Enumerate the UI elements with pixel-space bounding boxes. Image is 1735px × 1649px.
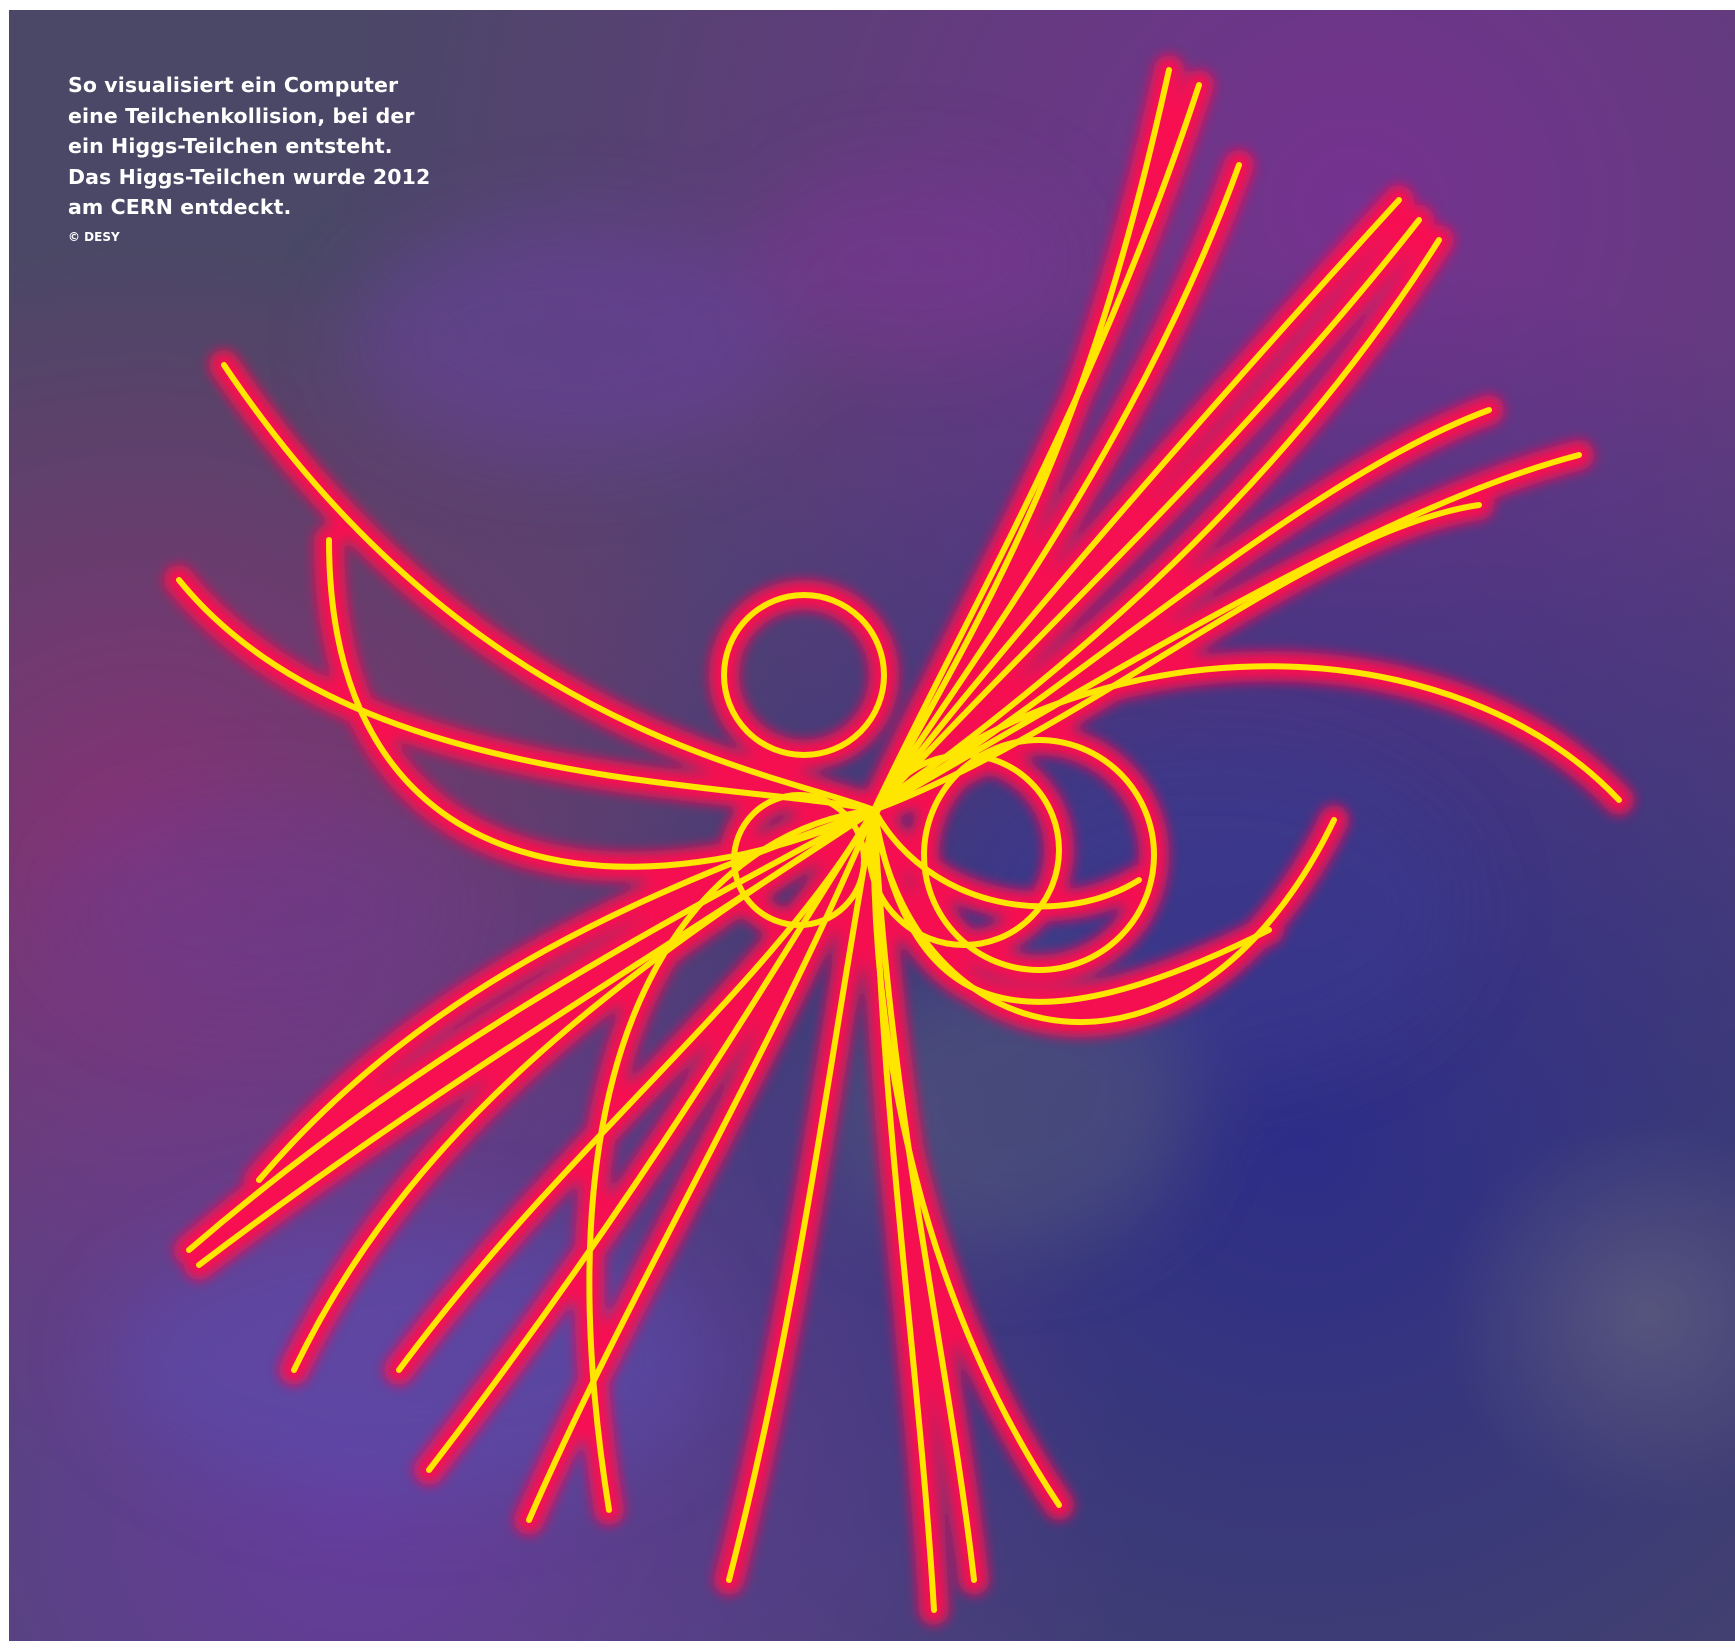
- caption-line: eine Teilchenkollision, bei der: [68, 103, 415, 128]
- particle-collision-visualization: [9, 10, 1735, 1641]
- photo-credit: © DESY: [68, 229, 120, 244]
- caption-line: am CERN entdeckt.: [68, 195, 292, 219]
- caption-line: ein Higgs-Teilchen entsteht.: [68, 134, 393, 158]
- caption-line: Das Higgs-Teilchen wurde 2012: [68, 164, 431, 189]
- image-caption: So visualisiert ein Computer eine Teilch…: [68, 70, 488, 245]
- caption-line: So visualisiert ein Computer: [68, 73, 399, 97]
- photo-frame: So visualisiert ein Computer eine Teilch…: [9, 10, 1735, 1641]
- particle-tracks-core: [176, 67, 1622, 1613]
